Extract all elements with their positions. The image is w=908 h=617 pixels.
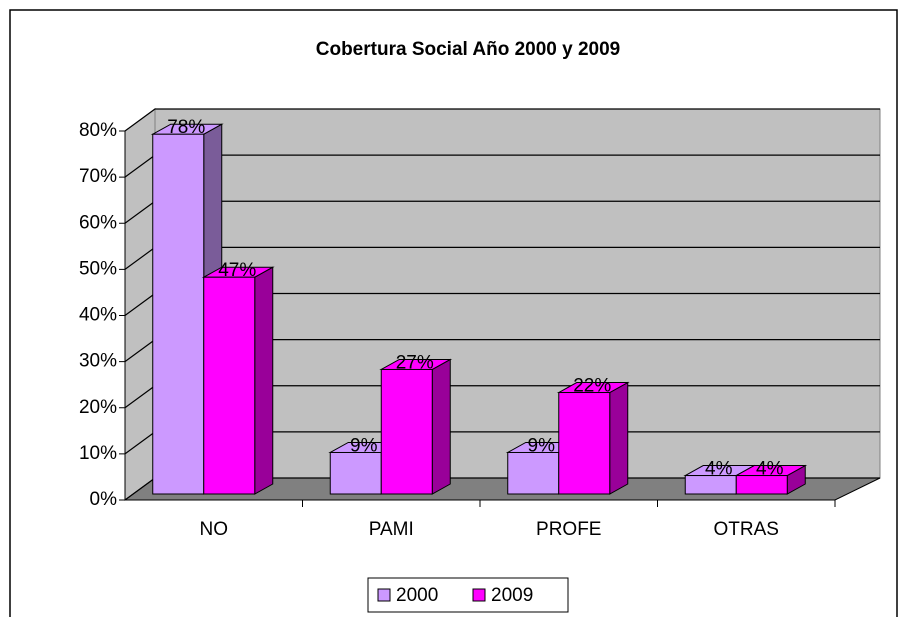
legend-swatch [377,588,391,602]
value-label: 22% [573,376,611,397]
bar-front [329,451,382,495]
value-label: 47% [218,260,256,281]
bar [556,381,630,495]
bar-front [558,392,611,495]
y-tick-label: 0% [90,489,118,510]
bar [379,358,453,495]
x-tick-label: NO [200,519,229,540]
legend-swatch [472,588,486,602]
y-tick-label: 50% [79,258,117,279]
bar-front [380,368,433,495]
bar-side [431,358,451,495]
y-tick-label: 10% [79,443,117,464]
y-tick-label: 60% [79,212,117,233]
x-tick-label: PROFE [536,519,601,540]
chart-border [9,9,898,617]
legend-label: 2009 [491,585,533,606]
value-label: 9% [350,436,378,457]
bar-side [609,381,629,495]
x-tick-label: OTRAS [714,519,779,540]
legend-label: 2000 [396,585,438,606]
y-tick-label: 40% [79,305,117,326]
bar [201,266,275,495]
value-label: 78% [167,117,205,138]
bar-front [735,475,788,495]
y-tick-label: 80% [79,120,117,141]
y-tick-label: 70% [79,166,117,187]
y-tick-label: 20% [79,397,117,418]
bar-front [507,451,560,495]
value-label: 4% [705,459,733,480]
value-label: 9% [528,436,556,457]
legend-box [367,577,569,613]
grid-line [124,108,880,132]
bar-front [203,276,256,495]
x-tick-label: PAMI [369,519,414,540]
value-label: 27% [396,352,434,373]
bar [734,464,808,495]
bar-side [254,266,274,495]
chart-title: Cobertura Social Año 2000 y 2009 [316,39,620,60]
value-label: 4% [756,459,784,480]
y-tick-label: 30% [79,351,117,372]
bar-front [152,133,205,495]
